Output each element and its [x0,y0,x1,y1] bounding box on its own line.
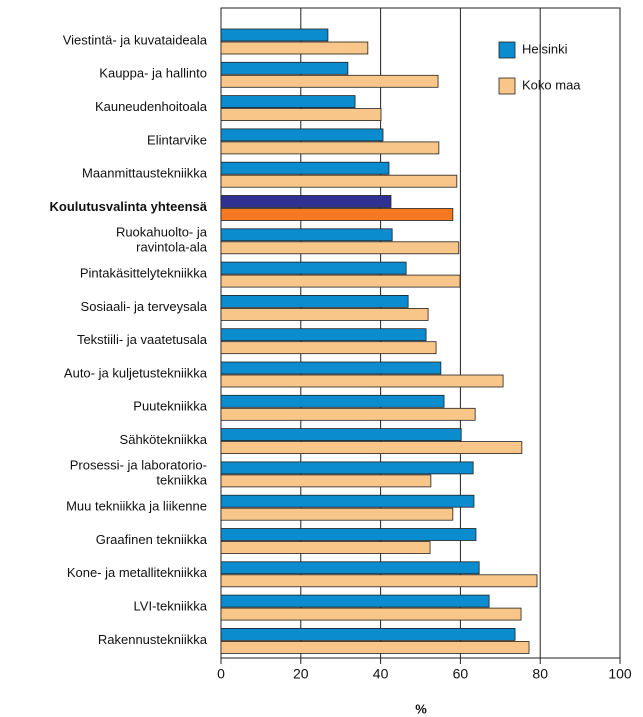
bar [220,195,392,208]
x-tick-label: 100 [608,666,632,682]
bar [220,507,454,521]
bar [220,28,329,42]
bar [220,341,437,355]
bar [220,407,476,421]
bar [220,607,522,621]
bar [220,394,445,408]
x-tick-label: 40 [373,666,389,682]
bar [220,528,477,541]
bar [220,494,475,508]
bar [220,328,427,342]
y-tick-label: Ruokahuolto- ja ravintola-ala [116,225,208,255]
legend-label: Koko maa [522,77,581,92]
y-tick-label: Sähkötekniikka [120,432,208,447]
bar [220,174,458,188]
y-tick-label: Tekstiili- ja vaatetusala [77,332,208,347]
x-tick-label: 0 [217,666,225,682]
bar [220,274,461,288]
bar [220,628,516,641]
y-tick-label: Rakennustekniikka [98,632,208,647]
bar [220,261,407,275]
y-tick-label: Kone- ja metallitekniikka [67,565,208,580]
y-tick-label: Maanmittaustekniikka [82,166,208,181]
y-tick-label: Prosessi- ja laboratorio-tekniikka [70,458,208,488]
y-tick-label: LVI-tekniikka [134,599,208,614]
bar [220,41,369,55]
bar [220,461,474,475]
y-tick-label: Kauppa- ja hallinto [99,66,207,81]
bar [220,561,480,575]
bar [220,141,440,155]
y-tick-label: Kauneudenhoitoala [95,99,208,114]
bar [220,574,538,588]
bar [220,374,504,388]
y-tick-label: Auto- ja kuljetustekniikka [64,365,208,380]
y-tick-label: Puutekniikka [133,399,207,414]
bar [220,474,432,488]
bar [220,208,454,221]
bar [220,294,409,308]
x-axis-label: % [415,701,427,716]
bar [220,441,523,455]
bar [220,307,429,321]
y-tick-label: Graafinen tekniikka [96,532,208,547]
y-tick-label: Muu tekniikka ja liikenne [66,499,207,514]
bar [220,361,442,375]
bar [220,428,462,442]
bar [220,541,431,554]
bar [220,241,460,255]
x-tick-label: 20 [293,666,309,682]
y-tick-label: Sosiaali- ja terveysala [81,299,208,314]
bar [220,161,390,175]
x-tick-label: 60 [453,666,469,682]
y-tick-label: Elintarvike [147,132,207,147]
bar [220,641,530,654]
y-tick-label: Koulutusvalinta yhteensä [50,199,208,214]
bar [220,108,382,121]
y-tick-label: Viestintä- ja kuvataideala [63,32,208,47]
bar [220,74,439,88]
bar [220,61,349,75]
y-tick-label: Pintakäsittelytekniikka [80,266,208,281]
bar [220,228,393,242]
bar [220,594,490,608]
legend-swatch [498,77,516,95]
bar [220,95,356,108]
legend-swatch [498,41,516,59]
bar [220,128,384,142]
x-tick-label: 80 [532,666,548,682]
legend-label: Helsinki [522,41,568,56]
